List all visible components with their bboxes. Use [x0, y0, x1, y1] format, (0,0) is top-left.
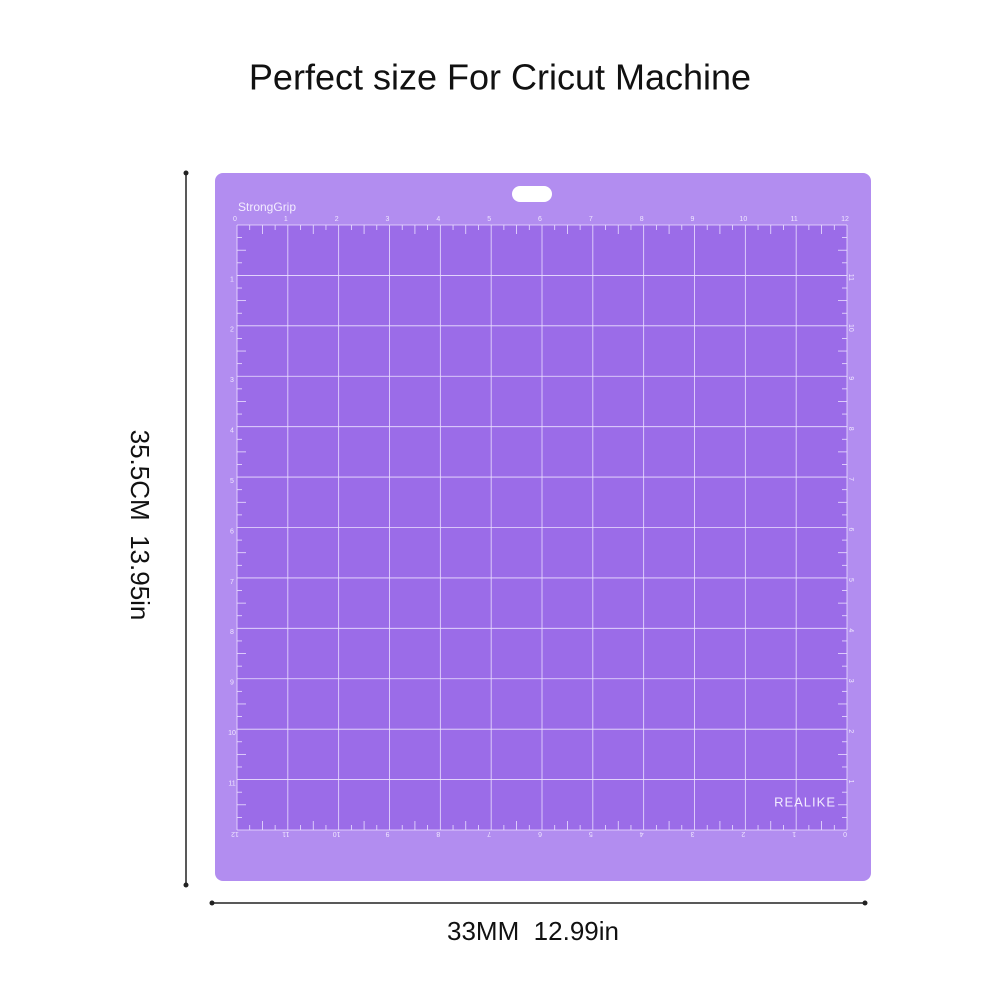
ruler-label: 5 — [589, 830, 593, 837]
ruler-label: 8 — [640, 216, 644, 223]
ruler-label: 2 — [847, 729, 854, 733]
ruler-label: 4 — [640, 830, 644, 837]
ruler-label: 9 — [230, 680, 234, 687]
ruler-label: 3 — [230, 377, 234, 384]
ruler-label: 11 — [791, 216, 798, 223]
ruler-label: 11 — [282, 830, 289, 837]
ruler-label: 9 — [847, 376, 854, 380]
ruler-label: 6 — [538, 216, 542, 223]
ruler-label: 7 — [230, 579, 234, 586]
dot — [183, 882, 189, 888]
ruler-label: 1 — [284, 216, 288, 223]
ruler-label: 8 — [436, 830, 440, 837]
ruler-label: 2 — [230, 327, 234, 334]
grid — [236, 224, 848, 831]
ruler-label: 2 — [335, 216, 339, 223]
title: Perfect size For Cricut Machine — [249, 57, 751, 98]
ruler-label: 12 — [231, 830, 239, 837]
ruler-label: 10 — [739, 216, 747, 223]
dot — [183, 170, 189, 176]
ruler-label: 0 — [233, 216, 237, 223]
hanger-hole — [512, 186, 552, 202]
ruler-label: 6 — [230, 528, 234, 535]
brand-bottom: REALIKE — [774, 794, 836, 809]
brand-top: StrongGrip — [238, 200, 296, 214]
ruler-label: 9 — [691, 216, 695, 223]
ruler-label: 7 — [487, 830, 491, 837]
ruler-label: 12 — [841, 216, 849, 223]
ruler-label: 10 — [333, 830, 341, 837]
dot — [209, 900, 215, 906]
ruler-label: 1 — [230, 276, 234, 283]
ruler-label: 10 — [228, 730, 236, 737]
ruler-label: 10 — [847, 324, 854, 332]
ruler-label: 6 — [847, 528, 854, 532]
ruler-label: 11 — [228, 780, 235, 787]
ruler-label: 4 — [847, 628, 854, 632]
ruler-label: 0 — [843, 830, 847, 837]
ruler-label: 6 — [538, 830, 542, 837]
ruler-label: 4 — [230, 428, 234, 435]
ruler-label: 5 — [487, 216, 491, 223]
ruler-label: 2 — [741, 830, 745, 837]
ruler-label: 11 — [847, 274, 854, 281]
ruler-label: 5 — [230, 478, 234, 485]
ruler-label: 7 — [847, 477, 854, 481]
ruler-label: 3 — [386, 216, 390, 223]
ruler-label: 4 — [436, 216, 440, 223]
ruler-label: 8 — [847, 427, 854, 431]
dot — [862, 900, 868, 906]
ruler-label: 9 — [385, 830, 389, 837]
ruler-label: 8 — [230, 629, 234, 636]
ruler-label: 3 — [847, 679, 854, 683]
ruler-label: 1 — [847, 780, 854, 784]
ruler-label: 5 — [847, 578, 854, 582]
width-label: 33MM 12.99in — [447, 916, 619, 946]
ruler-label: 1 — [792, 830, 796, 837]
ruler-label: 7 — [589, 216, 593, 223]
height-label: 35.5CM 13.95in — [125, 430, 155, 621]
ruler-label: 3 — [690, 830, 694, 837]
